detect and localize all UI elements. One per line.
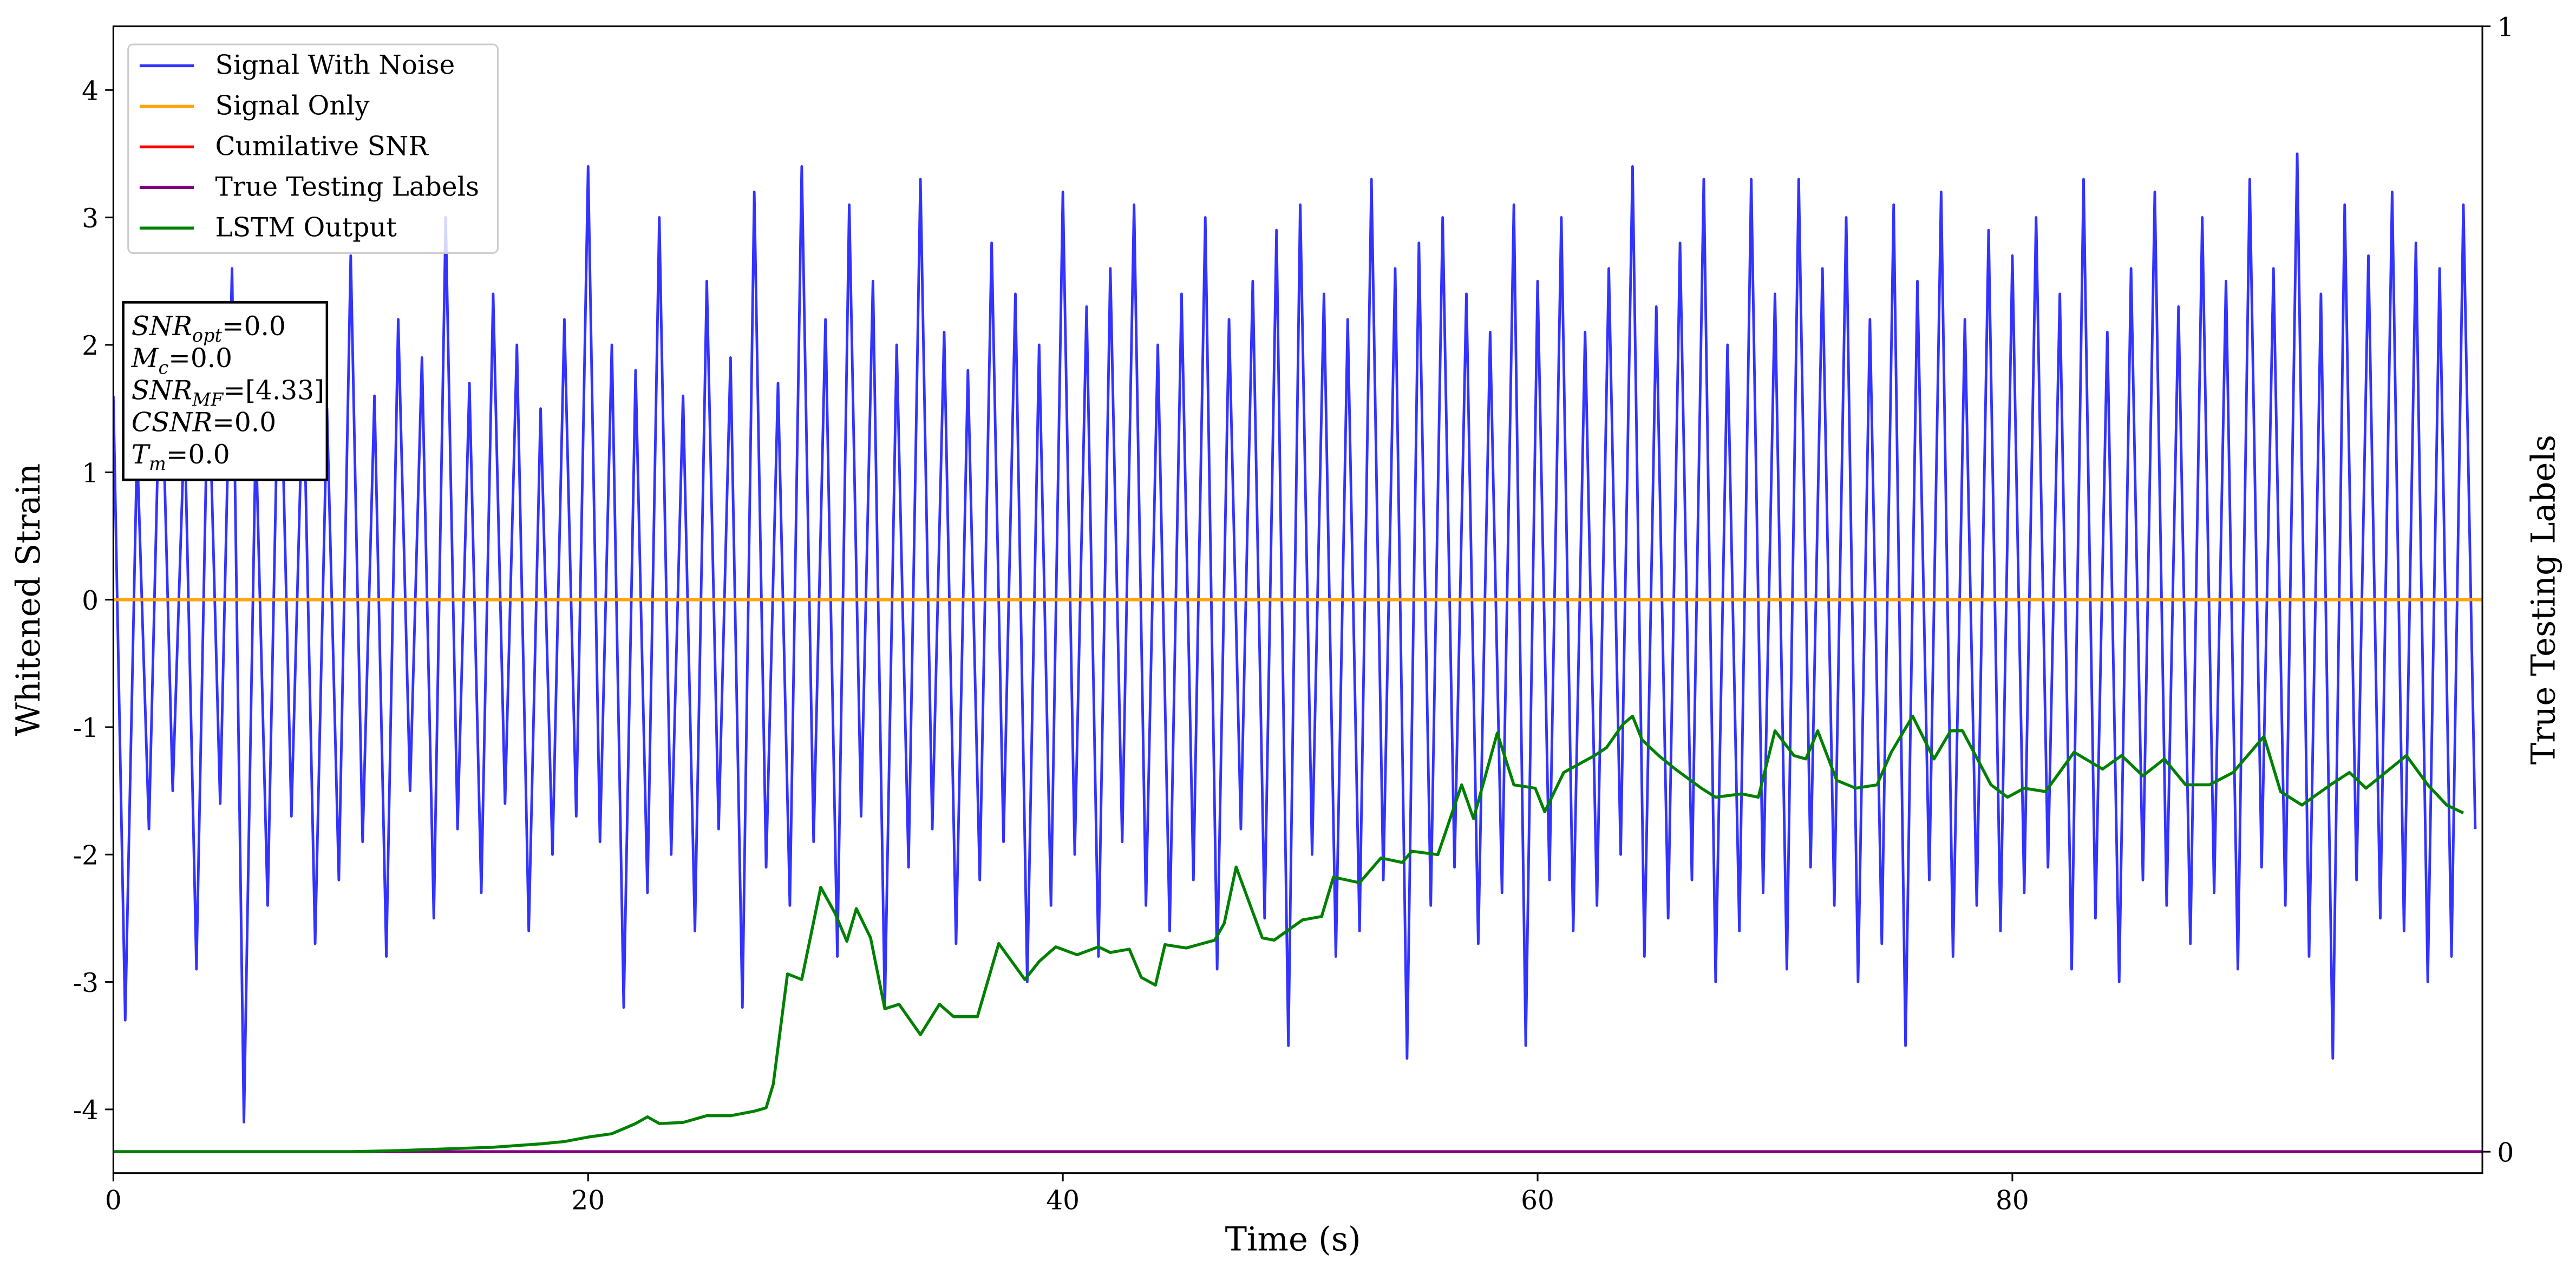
- y-axis-label: Whitened Strain: [10, 463, 48, 736]
- annotation-line: CSNR=0.0: [132, 408, 276, 438]
- annotation-symbol: SNR: [132, 311, 192, 342]
- legend: Signal With Noise Signal Only Cumilative S…: [127, 43, 499, 254]
- annotation-value: =0.0: [166, 440, 230, 470]
- legend-label: Signal Only: [215, 91, 370, 121]
- y-tick-label: 4: [82, 76, 99, 106]
- annotation-symbol: CSNR: [132, 408, 212, 438]
- legend-label: LSTM Output: [215, 212, 397, 243]
- y-tick-label: 3: [82, 204, 99, 234]
- y2-tick-label: 1: [2497, 12, 2514, 43]
- x-axis-label: Time (s): [1225, 1220, 1361, 1258]
- annotation-subscript: MF: [192, 389, 224, 410]
- annotation-value: =0.0: [222, 311, 286, 342]
- annotation-box: SNRopt=0.0Mc=0.0SNRMF=[4.33]CSNR=0.0Tm=0…: [122, 301, 329, 481]
- legend-label: Cumilative SNR: [215, 131, 429, 161]
- legend-box: [127, 43, 499, 254]
- y-tick-label: 2: [82, 331, 99, 361]
- annotation-line: SNRopt=0.0: [132, 311, 286, 346]
- annotation-value: =[4.33]: [223, 375, 324, 406]
- x-tick-label: 60: [1521, 1185, 1554, 1216]
- legend-label: Signal With Noise: [215, 50, 455, 81]
- x-tick-label: 40: [1046, 1185, 1080, 1216]
- y-tick-label: 0: [82, 586, 99, 616]
- x-tick-label: 20: [571, 1185, 605, 1216]
- series-line: [113, 152, 2477, 1123]
- y-tick-label: -2: [73, 841, 99, 871]
- x-tick-label: 80: [1996, 1185, 2029, 1216]
- annotation-symbol: SNR: [132, 375, 192, 406]
- legend-label: True Testing Labels: [215, 172, 480, 202]
- annotation-frame: [122, 301, 329, 481]
- annotation-line: Tm=0.0: [132, 440, 230, 474]
- annotation-line: Mc=0.0: [131, 343, 232, 378]
- x-tick-label: 0: [105, 1185, 122, 1216]
- y2-tick-label: 0: [2497, 1138, 2514, 1168]
- series-line: [113, 715, 2464, 1153]
- y-tick-label: -1: [73, 713, 99, 743]
- annotation-subscript: opt: [192, 325, 222, 346]
- annotation-subscript: c: [158, 357, 168, 378]
- y-tick-label: -3: [73, 968, 99, 998]
- annotation-line: SNRMF=[4.33]: [132, 375, 324, 410]
- y-tick-label: 1: [82, 458, 99, 488]
- y2-axis-label: True Testing Labels: [2525, 435, 2563, 765]
- annotation-value: =0.0: [212, 408, 276, 438]
- y-tick-label: -4: [73, 1095, 99, 1126]
- annotation-value: =0.0: [168, 343, 232, 374]
- annotation-subscript: m: [149, 453, 166, 474]
- plot-area: [113, 152, 2483, 1153]
- annotation-symbol: M: [131, 343, 159, 374]
- annotation-symbol: T: [132, 440, 151, 470]
